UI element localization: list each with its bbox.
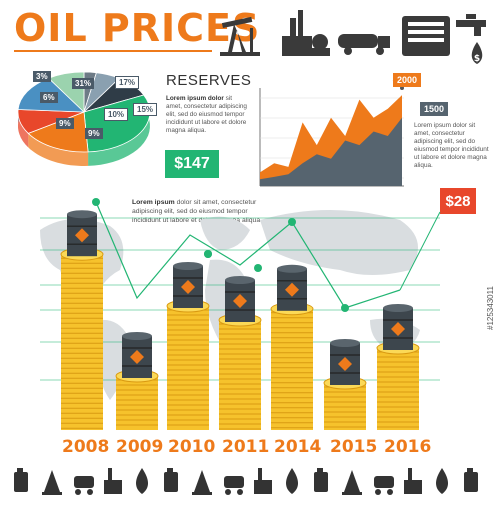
middle-text-bold: Lorem ipsum [132,199,175,206]
reserves-area-chart [259,79,404,187]
pie-label: 17% [115,76,140,89]
coin-stack-body [219,320,261,430]
barrel-lid [383,304,413,312]
price-trend-point [204,250,212,258]
pie-slice-side [28,133,89,166]
bottom-icon-strip [0,462,500,500]
reserves-right-text: Lorem ipsum dolor sit amet, consectetur … [414,122,489,169]
coin-stack-2008 [60,210,104,430]
oil-pump-icon [42,470,62,495]
year-label: 2016 [384,437,432,457]
gas-station-icon [224,476,244,495]
flame-warning-icon [130,350,144,364]
drop-icon [314,468,328,492]
barrel-lid [225,276,255,284]
pie-label: 6% [40,92,58,103]
flame-warning-icon [285,282,299,297]
coin-stack-body [167,306,209,430]
bottom-icons [14,468,478,495]
svg-text:$: $ [474,54,480,64]
price-trend-point [288,218,296,226]
coin-stack-2014 [270,264,314,430]
stock-watermark: #125343011 [486,286,495,330]
truck-icon [374,476,394,495]
storage-icon [404,468,422,494]
pie-label: 9% [56,118,74,129]
oil-tanker-truck-icon [338,34,390,55]
pie-slice-side [18,109,29,148]
price-trend-point [92,198,100,206]
pie-label: 31% [72,78,95,89]
coin-stack-body [271,308,313,430]
reserves-label-1500: 1500 [420,102,448,116]
flame-warning-icon [391,322,405,336]
price-badge-high: $147 [165,150,219,178]
year-label: 2011 [222,437,270,457]
barrel-lid [67,210,97,219]
price-trend-point [341,304,349,312]
year-label: 2015 [330,437,378,457]
reserves-label-2000: 2000 [393,73,421,87]
oil-pump-icon [220,16,260,56]
reserves-text-bold: Lorem ipsum dolor [166,95,224,102]
fuel-canister-icon [14,468,28,492]
annotation-connector [399,211,441,291]
oil-derrick-icon [104,468,122,494]
factory-icon [286,468,298,494]
price-badge-low: $28 [440,188,476,214]
year-label: 2009 [116,437,164,457]
flame-warning-icon [338,357,352,371]
pie-label: 9% [85,128,103,139]
barrel-lid [330,339,360,347]
faucet-dollar-icon: $ [456,14,486,64]
reserves-title: RESERVES [166,72,252,89]
oil-rig-icon [74,476,94,495]
flame-warning-icon [181,280,195,294]
coin-bar-chart [40,198,441,430]
reserves-text-body: sit amet, consectetur adipiscing elit, s… [166,95,247,134]
year-label: 2008 [62,437,110,457]
page-title: OIL PRICES [14,6,261,50]
pump-nozzle-icon [436,468,448,494]
pie-label: 10% [104,108,129,121]
year-label: 2010 [168,437,216,457]
valve-icon [342,470,362,495]
coin-stack-2009 [115,332,159,430]
year-label: 2014 [274,437,322,457]
jerrycan-icon [464,468,478,492]
oil-storage-tank-icon [402,16,450,56]
tanker-ship-icon [136,468,148,494]
pipeline-icon [164,468,178,492]
refinery-icon [254,468,272,494]
area-series [260,117,402,186]
refinery-icon [282,10,330,56]
barrel-lid [173,262,203,270]
top-icons: $ [220,10,486,64]
barrel-lid [277,264,307,273]
middle-text: Lorem ipsum dolor sit amet, consectetur … [132,198,268,225]
coin-stack-2015 [323,339,367,430]
middle-text-body: dolor sit amet, consectetur adipiscing e… [132,199,262,224]
pie-label: 15% [133,103,158,116]
coin-stack-body [377,348,419,430]
coin-stack-body [116,376,158,430]
pie-slice-side [88,95,150,166]
title-underline [14,50,212,52]
coin-stack-2016 [376,304,420,430]
price-trend-point [254,264,262,272]
coin-stack-2011 [218,276,262,430]
barrel-lid [122,332,152,340]
flame-warning-icon [75,228,89,243]
annotation-dot [400,86,404,90]
pie-label: 3% [33,71,51,82]
barrel-icon [192,470,212,495]
coin-stack-2010 [166,262,210,430]
reserves-text: Lorem ipsum dolor sit amet, consectetur … [166,95,248,135]
flame-warning-icon [233,294,247,308]
